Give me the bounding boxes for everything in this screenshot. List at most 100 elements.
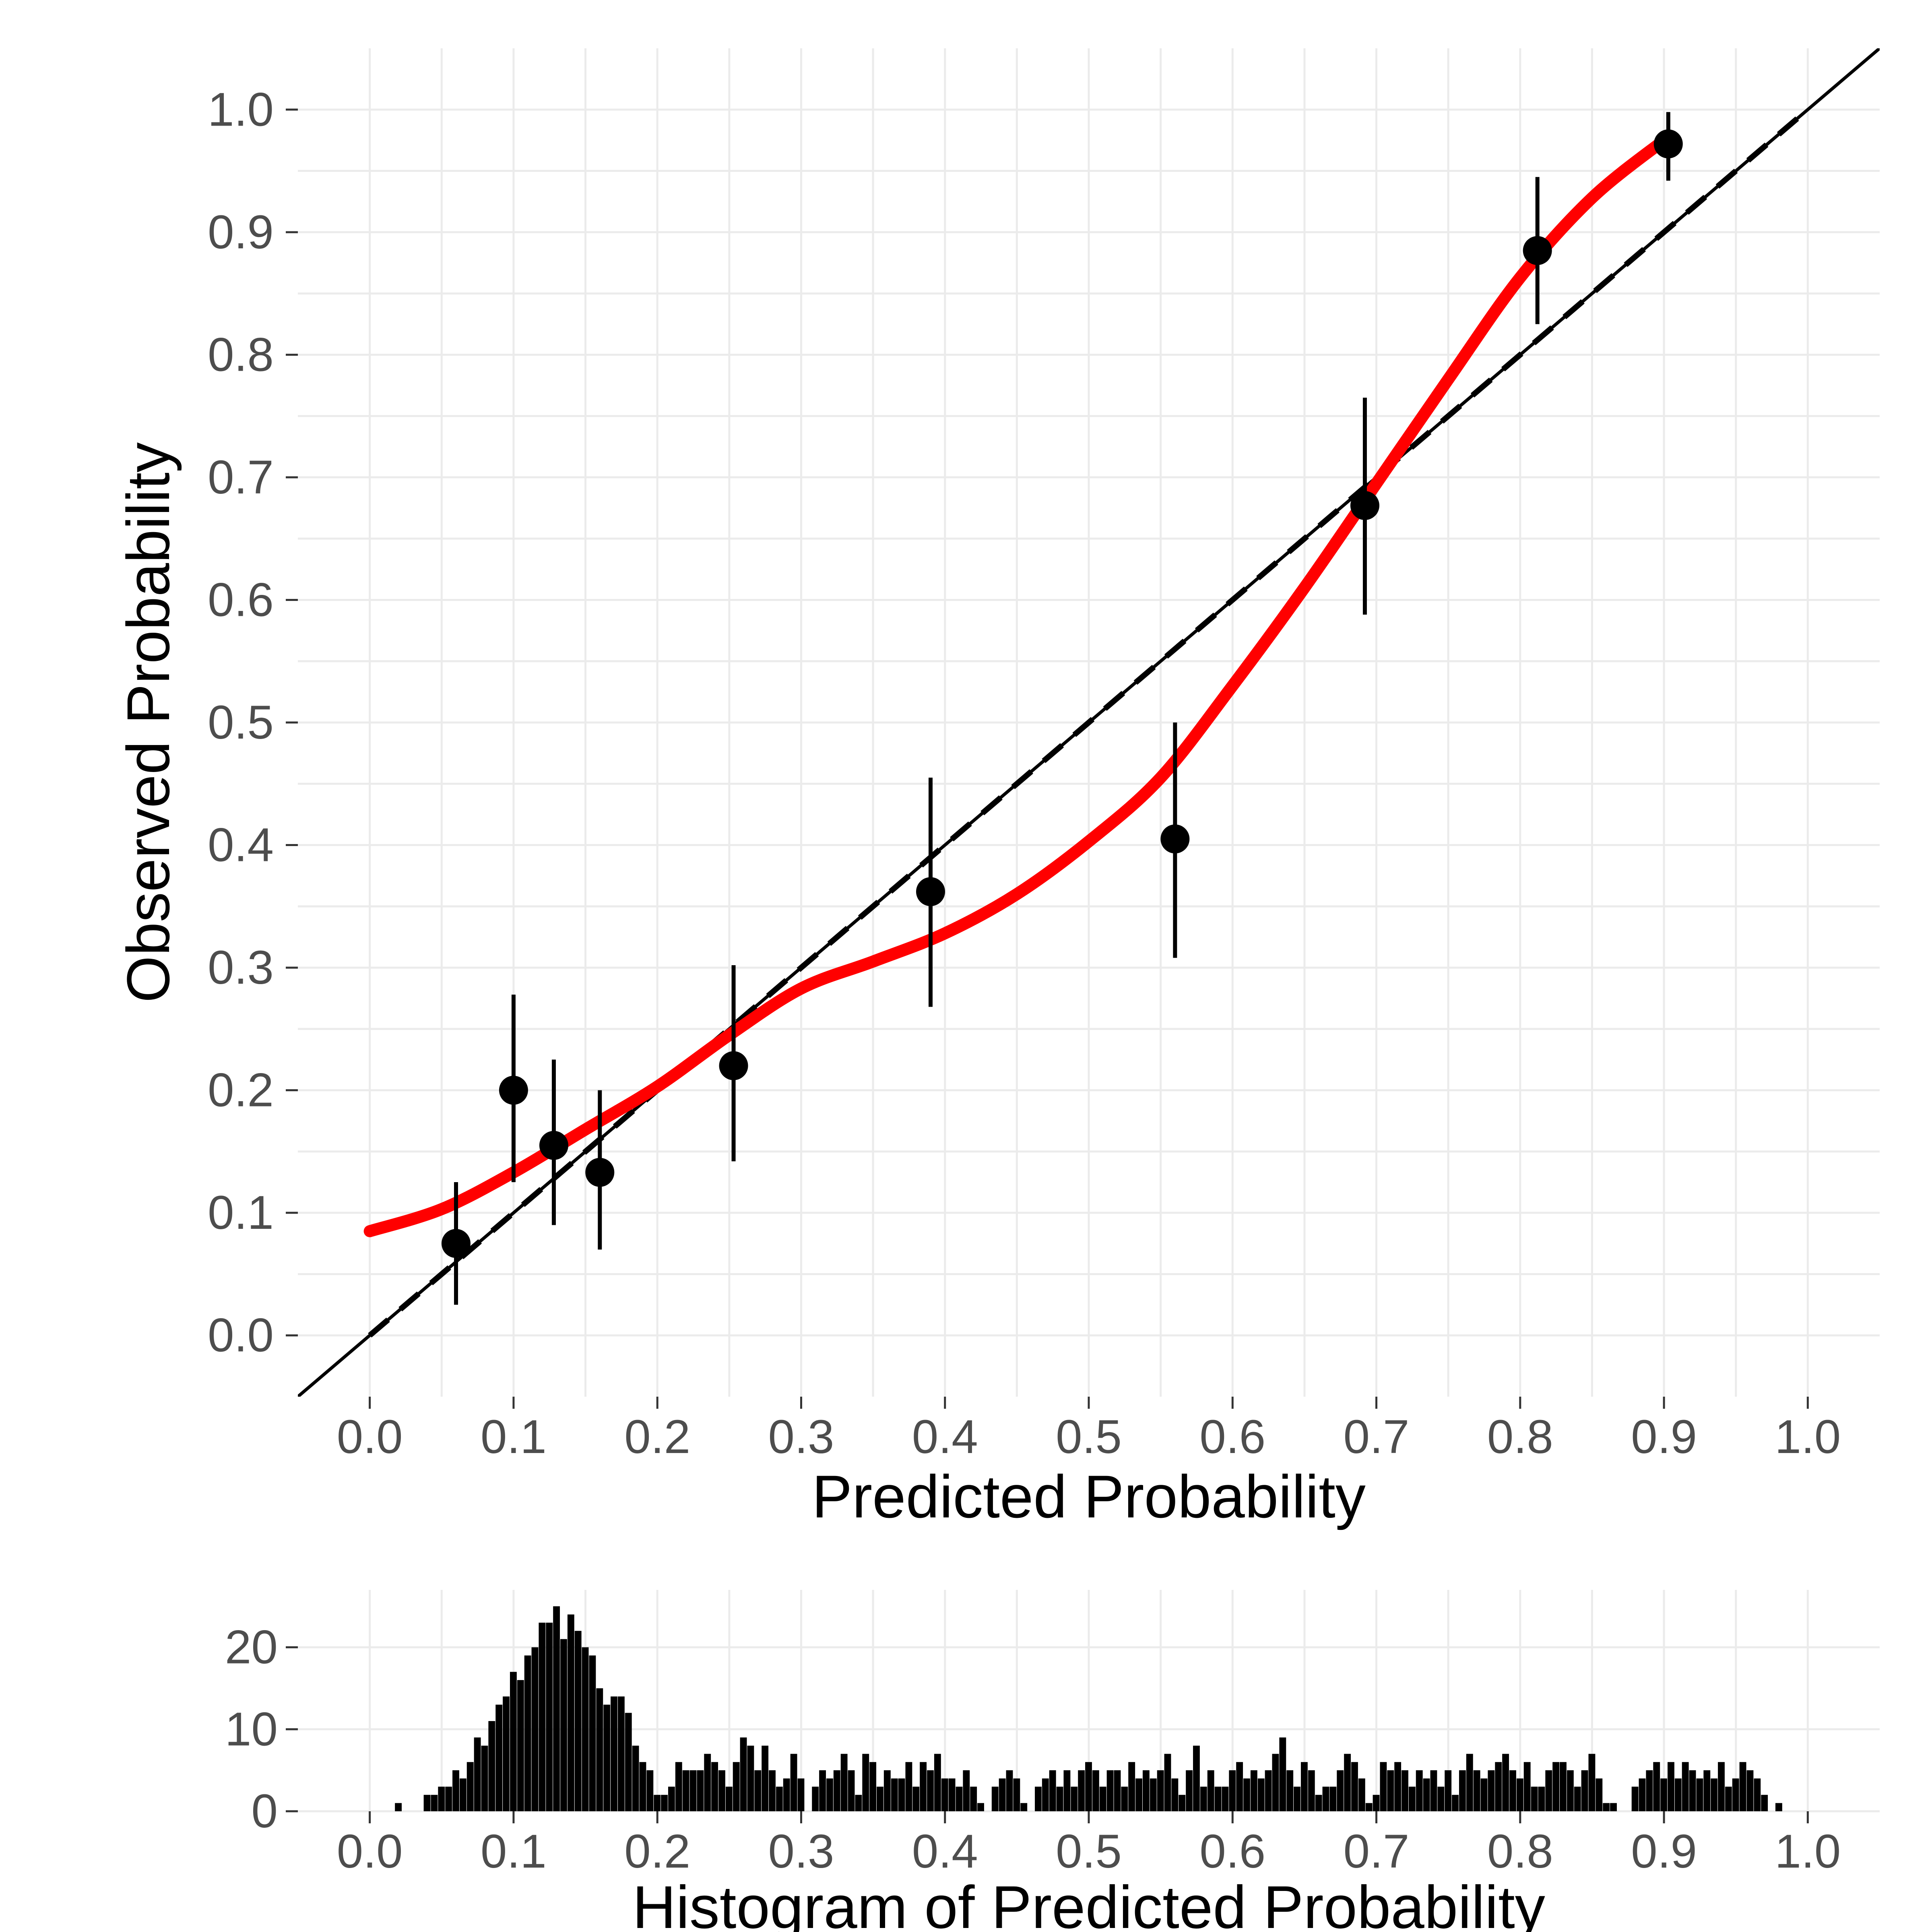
hist-bar bbox=[1078, 1770, 1085, 1811]
hist-bar bbox=[934, 1754, 941, 1811]
hist-bar bbox=[877, 1787, 883, 1811]
hist-bar bbox=[740, 1738, 747, 1811]
hist-bar bbox=[812, 1787, 819, 1811]
hist-bar bbox=[776, 1787, 783, 1811]
hist-bar bbox=[668, 1787, 675, 1811]
hist-bar bbox=[1208, 1770, 1214, 1811]
hist-bar bbox=[488, 1721, 495, 1811]
hist-bar bbox=[1380, 1762, 1387, 1811]
hist-bar bbox=[1517, 1779, 1523, 1811]
data-point bbox=[1160, 824, 1189, 853]
hist-bar bbox=[1100, 1787, 1106, 1811]
hist-bar bbox=[1020, 1803, 1027, 1811]
hist-bar bbox=[1279, 1738, 1286, 1811]
hist-bar bbox=[1128, 1762, 1135, 1811]
hist-bar bbox=[395, 1803, 402, 1811]
x-tick-label: 0.6 bbox=[1199, 1410, 1265, 1463]
hist-bar bbox=[733, 1762, 740, 1811]
hist-bar bbox=[1524, 1762, 1531, 1811]
hist-x-tick-label: 0.0 bbox=[337, 1825, 403, 1878]
hist-bar bbox=[1761, 1795, 1768, 1811]
hist-bar bbox=[992, 1787, 999, 1811]
data-point bbox=[1523, 236, 1552, 265]
hist-bar bbox=[884, 1770, 891, 1811]
hist-bar bbox=[568, 1614, 574, 1811]
hist-bar bbox=[869, 1762, 876, 1811]
hist-bar bbox=[1035, 1787, 1042, 1811]
hist-bar bbox=[841, 1754, 848, 1811]
hist-bar bbox=[1545, 1770, 1552, 1811]
hist-x-tick-label: 0.7 bbox=[1344, 1825, 1410, 1878]
hist-bar bbox=[1344, 1754, 1351, 1811]
hist-bar bbox=[783, 1779, 790, 1811]
data-point bbox=[585, 1158, 614, 1187]
hist-bar bbox=[891, 1779, 898, 1811]
y-tick-label: 0.0 bbox=[208, 1309, 274, 1362]
hist-bar bbox=[1358, 1779, 1365, 1811]
x-tick-label: 0.5 bbox=[1056, 1410, 1122, 1463]
hist-bar bbox=[769, 1770, 776, 1811]
hist-bar bbox=[1754, 1779, 1761, 1811]
hist-bar bbox=[862, 1754, 869, 1811]
data-point bbox=[719, 1051, 748, 1080]
y-tick-label: 0.5 bbox=[208, 696, 274, 749]
hist-x-tick-label: 0.4 bbox=[912, 1825, 978, 1878]
hist-bar bbox=[1459, 1770, 1466, 1811]
hist-bar bbox=[1675, 1779, 1682, 1811]
hist-bar bbox=[963, 1770, 970, 1811]
hist-bar bbox=[1639, 1779, 1646, 1811]
hist-bar bbox=[798, 1779, 805, 1811]
hist-bar bbox=[1164, 1754, 1171, 1811]
hist-bar bbox=[1215, 1787, 1222, 1811]
hist-bar bbox=[1229, 1770, 1236, 1811]
hist-bar bbox=[898, 1779, 905, 1811]
hist-bar bbox=[474, 1738, 481, 1811]
hist-bar bbox=[1689, 1770, 1696, 1811]
hist-bar bbox=[1596, 1779, 1602, 1811]
hist-bar bbox=[460, 1779, 466, 1811]
hist-bar bbox=[1732, 1779, 1739, 1811]
hist-bar bbox=[1660, 1779, 1667, 1811]
hist-bar bbox=[718, 1770, 725, 1811]
hist-bar bbox=[697, 1770, 704, 1811]
histogram: 0.00.10.20.30.40.50.60.70.80.91.0Histogr… bbox=[225, 1590, 1880, 1932]
hist-bar bbox=[424, 1795, 431, 1811]
hist-bar bbox=[1157, 1770, 1164, 1811]
x-axis-title: Predicted Probability bbox=[812, 1463, 1366, 1530]
hist-bar bbox=[1171, 1779, 1178, 1811]
hist-bar bbox=[1200, 1787, 1207, 1811]
hist-bar bbox=[1308, 1770, 1315, 1811]
hist-bar bbox=[1286, 1770, 1293, 1811]
hist-bar bbox=[661, 1795, 668, 1811]
hist-bar bbox=[1437, 1787, 1444, 1811]
y-tick-label: 0.4 bbox=[208, 819, 274, 872]
hist-bar bbox=[1301, 1762, 1308, 1811]
hist-bar bbox=[1092, 1770, 1099, 1811]
hist-bar bbox=[1747, 1770, 1754, 1811]
hist-bar bbox=[1567, 1770, 1574, 1811]
hist-bar bbox=[445, 1787, 452, 1811]
figure-svg: 0.00.10.20.30.40.50.60.70.80.91.0Predict… bbox=[0, 0, 1932, 1932]
y-tick-label: 0.7 bbox=[208, 451, 274, 504]
hist-bar bbox=[1135, 1779, 1142, 1811]
hist-bar bbox=[1186, 1770, 1193, 1811]
hist-bar bbox=[1366, 1803, 1373, 1811]
hist-bar bbox=[1466, 1754, 1473, 1811]
hist-x-tick-label: 0.9 bbox=[1631, 1825, 1697, 1878]
hist-bar bbox=[1725, 1787, 1732, 1811]
y-tick-label: 0.6 bbox=[208, 573, 274, 626]
hist-bar bbox=[1560, 1762, 1567, 1811]
hist-x-tick-label: 0.3 bbox=[768, 1825, 834, 1878]
hist-bar bbox=[1057, 1787, 1063, 1811]
hist-bar bbox=[1509, 1770, 1516, 1811]
hist-bar bbox=[711, 1762, 718, 1811]
hist-bar bbox=[1682, 1762, 1689, 1811]
hist-bar bbox=[1552, 1762, 1559, 1811]
hist-bar bbox=[912, 1787, 919, 1811]
hist-bar bbox=[747, 1746, 754, 1811]
hist-bar bbox=[977, 1803, 984, 1811]
hist-bar bbox=[1402, 1770, 1408, 1811]
hist-bar bbox=[503, 1697, 510, 1811]
hist-bar bbox=[920, 1762, 927, 1811]
data-point bbox=[442, 1229, 471, 1258]
